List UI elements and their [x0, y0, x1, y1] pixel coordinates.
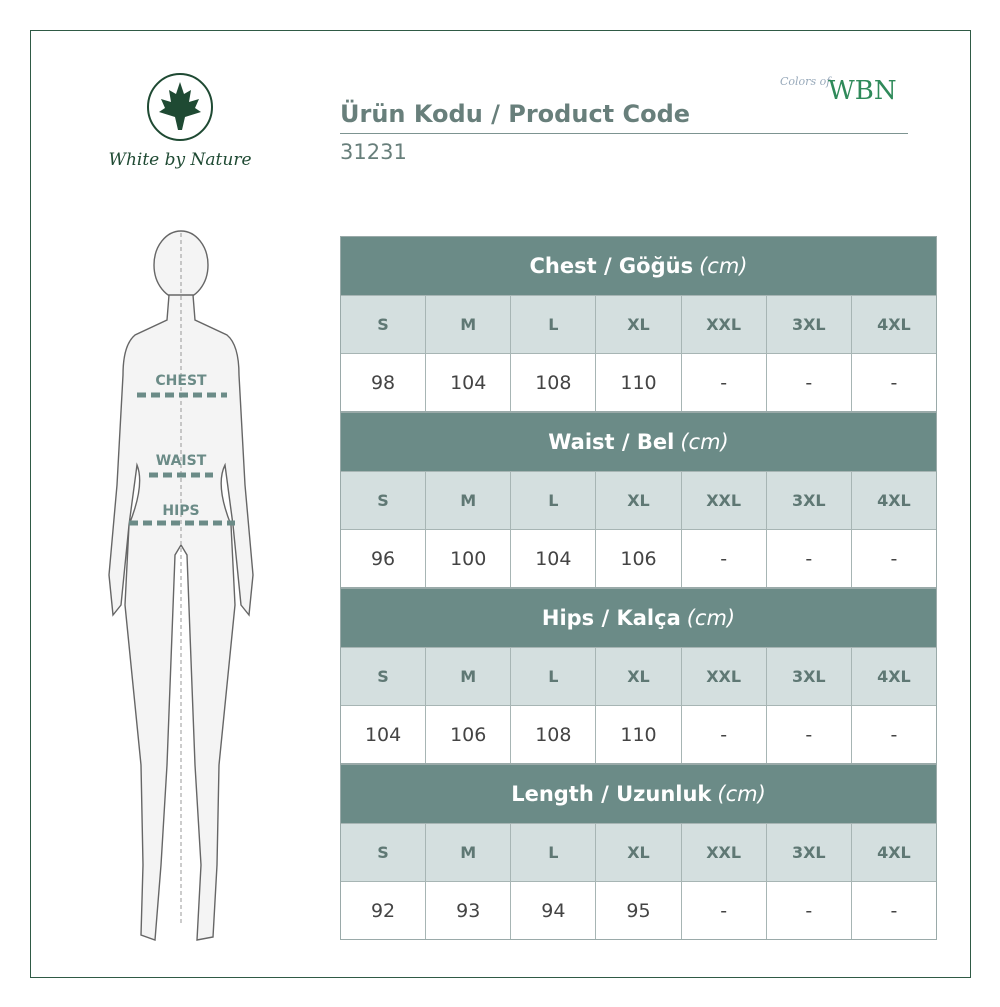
- product-code: 31231: [340, 140, 407, 164]
- value-cell: 98: [341, 353, 426, 411]
- value-cell: -: [765, 529, 851, 587]
- size-header-cell: L: [510, 471, 596, 529]
- brand-logo: White by Nature: [80, 72, 280, 170]
- value-row: 104 106 108 110- - -: [341, 705, 936, 763]
- value-cell: 100: [425, 529, 511, 587]
- value-row: 96 100 104 106- - -: [341, 529, 936, 587]
- section-title: Waist / Bel: [548, 430, 675, 454]
- value-cell: -: [765, 705, 851, 763]
- size-header-cell: XXL: [680, 471, 766, 529]
- value-cell: 104: [425, 353, 511, 411]
- value-cell: 94: [510, 881, 596, 939]
- size-header-cell: XXL: [680, 647, 766, 705]
- figure-label-chest: CHEST: [155, 373, 207, 389]
- size-header-cell: M: [425, 471, 511, 529]
- value-cell: -: [850, 353, 936, 411]
- size-section: Waist / Bel (cm) S M L XL XXL 3XL 4XL 96 100 104 106…: [340, 412, 937, 588]
- size-header-cell: S: [341, 471, 426, 529]
- body-figure-illustration: CHEST WAIST HIPS: [108, 230, 254, 941]
- size-section: Length / Uzunluk (cm) S M L XL XXL 3XL 4XL 92 93 94…: [340, 764, 937, 940]
- value-cell: -: [850, 881, 936, 939]
- secondary-logo: Colors of WBN: [780, 75, 897, 106]
- section-unit: (cm): [686, 606, 736, 630]
- section-unit: (cm): [680, 430, 729, 454]
- value-cell: -: [680, 881, 766, 939]
- value-cell: -: [680, 529, 766, 587]
- page-title: Ürün Kodu / Product Code: [340, 100, 691, 128]
- size-header-cell: 4XL: [850, 471, 936, 529]
- size-row: S M L XL XXL 3XL 4XL: [341, 823, 936, 881]
- size-header-cell: 4XL: [850, 295, 936, 353]
- value-cell: 96: [341, 529, 426, 587]
- value-cell: -: [850, 529, 936, 587]
- figure-label-waist: WAIST: [156, 453, 207, 469]
- value-cell: -: [765, 881, 851, 939]
- size-row: S M L XL XXL 3XL 4XL: [341, 295, 936, 353]
- size-header-cell: S: [341, 647, 426, 705]
- value-cell: 106: [595, 529, 681, 587]
- value-cell: 104: [341, 705, 426, 763]
- section-unit: (cm): [717, 782, 766, 806]
- size-section: Hips / Kalça (cm) S M L XL XXL 3XL 4XL 104 106 108 1…: [340, 588, 937, 764]
- divider: [340, 133, 908, 134]
- size-header-cell: 3XL: [765, 295, 851, 353]
- size-header-cell: S: [341, 823, 426, 881]
- section-title: Length / Uzunluk: [511, 782, 712, 806]
- size-header-cell: XXL: [680, 295, 766, 353]
- size-header-cell: L: [510, 647, 596, 705]
- size-chart-table: Chest / Göğüs (cm) S M L XL XXL 3XL 4XL 98 104 108 1…: [340, 236, 937, 940]
- value-cell: -: [850, 705, 936, 763]
- maple-leaf-icon: [147, 73, 213, 141]
- section-unit: (cm): [699, 254, 748, 278]
- size-header-cell: 3XL: [765, 823, 851, 881]
- section-header: Length / Uzunluk (cm): [341, 765, 936, 823]
- page-frame: [30, 30, 971, 978]
- value-cell: 104: [510, 529, 596, 587]
- size-row: S M L XL XXL 3XL 4XL: [341, 471, 936, 529]
- size-header-cell: XXL: [680, 823, 766, 881]
- value-cell: 110: [595, 353, 681, 411]
- size-header-cell: M: [425, 823, 511, 881]
- size-header-cell: S: [341, 295, 426, 353]
- figure-label-hips: HIPS: [162, 503, 199, 519]
- section-title: Hips / Kalça: [541, 606, 681, 630]
- size-header-cell: L: [510, 295, 596, 353]
- size-header-cell: XL: [595, 823, 681, 881]
- size-header-cell: M: [425, 647, 511, 705]
- section-header: Waist / Bel (cm): [341, 413, 936, 471]
- size-header-cell: 4XL: [850, 647, 936, 705]
- value-cell: -: [680, 353, 766, 411]
- size-header-cell: L: [510, 823, 596, 881]
- value-row: 98 104 108 110- - -: [341, 353, 936, 411]
- brand-name: White by Nature: [108, 150, 252, 170]
- value-cell: 110: [595, 705, 681, 763]
- size-header-cell: XL: [595, 647, 681, 705]
- value-cell: 108: [510, 353, 596, 411]
- section-title: Chest / Göğüs: [529, 254, 694, 278]
- section-header: Chest / Göğüs (cm): [341, 237, 936, 295]
- value-cell: 93: [425, 881, 511, 939]
- size-header-cell: XL: [595, 471, 681, 529]
- size-header-cell: 3XL: [765, 471, 851, 529]
- size-header-cell: XL: [595, 295, 681, 353]
- size-row: S M L XL XXL 3XL 4XL: [341, 647, 936, 705]
- size-header-cell: M: [425, 295, 511, 353]
- value-cell: -: [765, 353, 851, 411]
- section-header: Hips / Kalça (cm): [341, 589, 936, 647]
- size-header-cell: 3XL: [765, 647, 851, 705]
- value-cell: 95: [595, 881, 681, 939]
- value-row: 92 93 94 95- - -: [341, 881, 936, 939]
- value-cell: -: [680, 705, 766, 763]
- value-cell: 106: [425, 705, 511, 763]
- value-cell: 108: [510, 705, 596, 763]
- size-section: Chest / Göğüs (cm) S M L XL XXL 3XL 4XL 98 104 108 1…: [340, 236, 937, 412]
- size-header-cell: 4XL: [850, 823, 936, 881]
- value-cell: 92: [341, 881, 426, 939]
